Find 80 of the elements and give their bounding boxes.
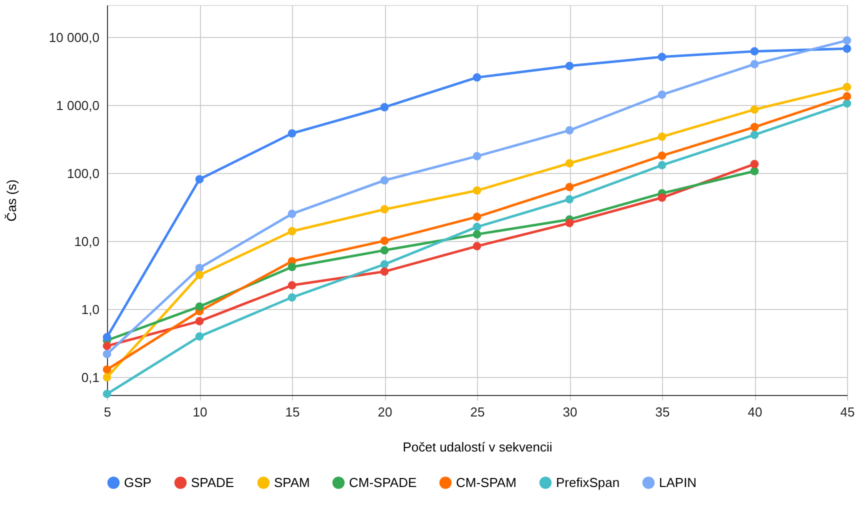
point bbox=[380, 267, 389, 276]
point bbox=[842, 36, 852, 45]
point bbox=[565, 218, 574, 228]
point bbox=[380, 176, 389, 185]
x-tick-label: 40 bbox=[748, 404, 762, 420]
point bbox=[380, 260, 389, 268]
point bbox=[102, 373, 112, 382]
point bbox=[102, 350, 112, 358]
point bbox=[195, 175, 204, 184]
legend-label: LAPIN bbox=[659, 474, 697, 490]
point bbox=[380, 236, 389, 245]
point bbox=[380, 246, 389, 254]
point bbox=[565, 159, 574, 168]
point bbox=[472, 186, 482, 195]
point bbox=[195, 332, 204, 341]
x-tick-label: 25 bbox=[470, 404, 485, 420]
point bbox=[195, 270, 204, 280]
point bbox=[472, 222, 482, 232]
point bbox=[102, 342, 112, 350]
y-axis-title: Čas (s) bbox=[4, 180, 19, 222]
legend-label: GSP bbox=[124, 474, 152, 490]
point bbox=[658, 90, 666, 99]
x-axis-title: Počet udalostí v sekvencii bbox=[402, 440, 552, 454]
point bbox=[750, 166, 759, 176]
point bbox=[658, 52, 666, 62]
x-tick-label: 35 bbox=[655, 404, 670, 420]
point bbox=[102, 332, 112, 342]
point bbox=[102, 390, 112, 398]
point bbox=[658, 152, 666, 160]
point bbox=[288, 281, 296, 290]
x-tick-label: 20 bbox=[378, 404, 392, 420]
point bbox=[472, 152, 482, 160]
point bbox=[472, 242, 482, 250]
x-tick-label: 15 bbox=[285, 404, 300, 420]
point bbox=[750, 47, 759, 56]
x-tick-label: 45 bbox=[840, 404, 855, 420]
point bbox=[195, 302, 204, 311]
point bbox=[565, 126, 574, 135]
point bbox=[472, 230, 482, 238]
point bbox=[658, 161, 666, 170]
point bbox=[288, 227, 296, 236]
point bbox=[658, 132, 666, 141]
x-tick-label: 10 bbox=[192, 404, 208, 420]
legend-label: PrefixSpan bbox=[556, 474, 620, 490]
legend-label: CM-SPAM bbox=[456, 474, 516, 490]
y-tick-label: 100,0 bbox=[66, 166, 100, 181]
point bbox=[750, 130, 759, 139]
point bbox=[565, 62, 574, 70]
point bbox=[288, 293, 296, 302]
y-tick-label: 0,1 bbox=[81, 370, 100, 385]
y-tick-label: 10,0 bbox=[74, 234, 100, 249]
point bbox=[842, 99, 852, 108]
x-tick-label: 5 bbox=[104, 404, 112, 420]
point bbox=[658, 193, 666, 202]
y-tick-label: 1 000,0 bbox=[56, 98, 100, 113]
point bbox=[842, 44, 852, 53]
point bbox=[565, 195, 574, 204]
point bbox=[750, 122, 759, 132]
y-tick-label: 1,0 bbox=[81, 302, 100, 317]
legend-label: SPAM bbox=[274, 474, 310, 490]
legend-label: CM-SPADE bbox=[349, 474, 417, 490]
point bbox=[750, 105, 759, 114]
point bbox=[750, 160, 759, 168]
point bbox=[288, 210, 296, 218]
point bbox=[380, 205, 389, 214]
point bbox=[472, 73, 482, 82]
legend-label: SPADE bbox=[191, 474, 234, 490]
point bbox=[195, 264, 204, 272]
x-tick-label: 30 bbox=[562, 404, 578, 420]
point bbox=[565, 182, 574, 192]
point bbox=[380, 103, 389, 112]
point bbox=[472, 212, 482, 221]
point bbox=[842, 82, 852, 92]
point bbox=[288, 262, 296, 272]
y-tick-label: 10 000,0 bbox=[48, 30, 100, 45]
point bbox=[750, 60, 759, 68]
point bbox=[102, 365, 112, 374]
point bbox=[842, 92, 852, 101]
point bbox=[195, 317, 204, 326]
point bbox=[288, 129, 296, 138]
